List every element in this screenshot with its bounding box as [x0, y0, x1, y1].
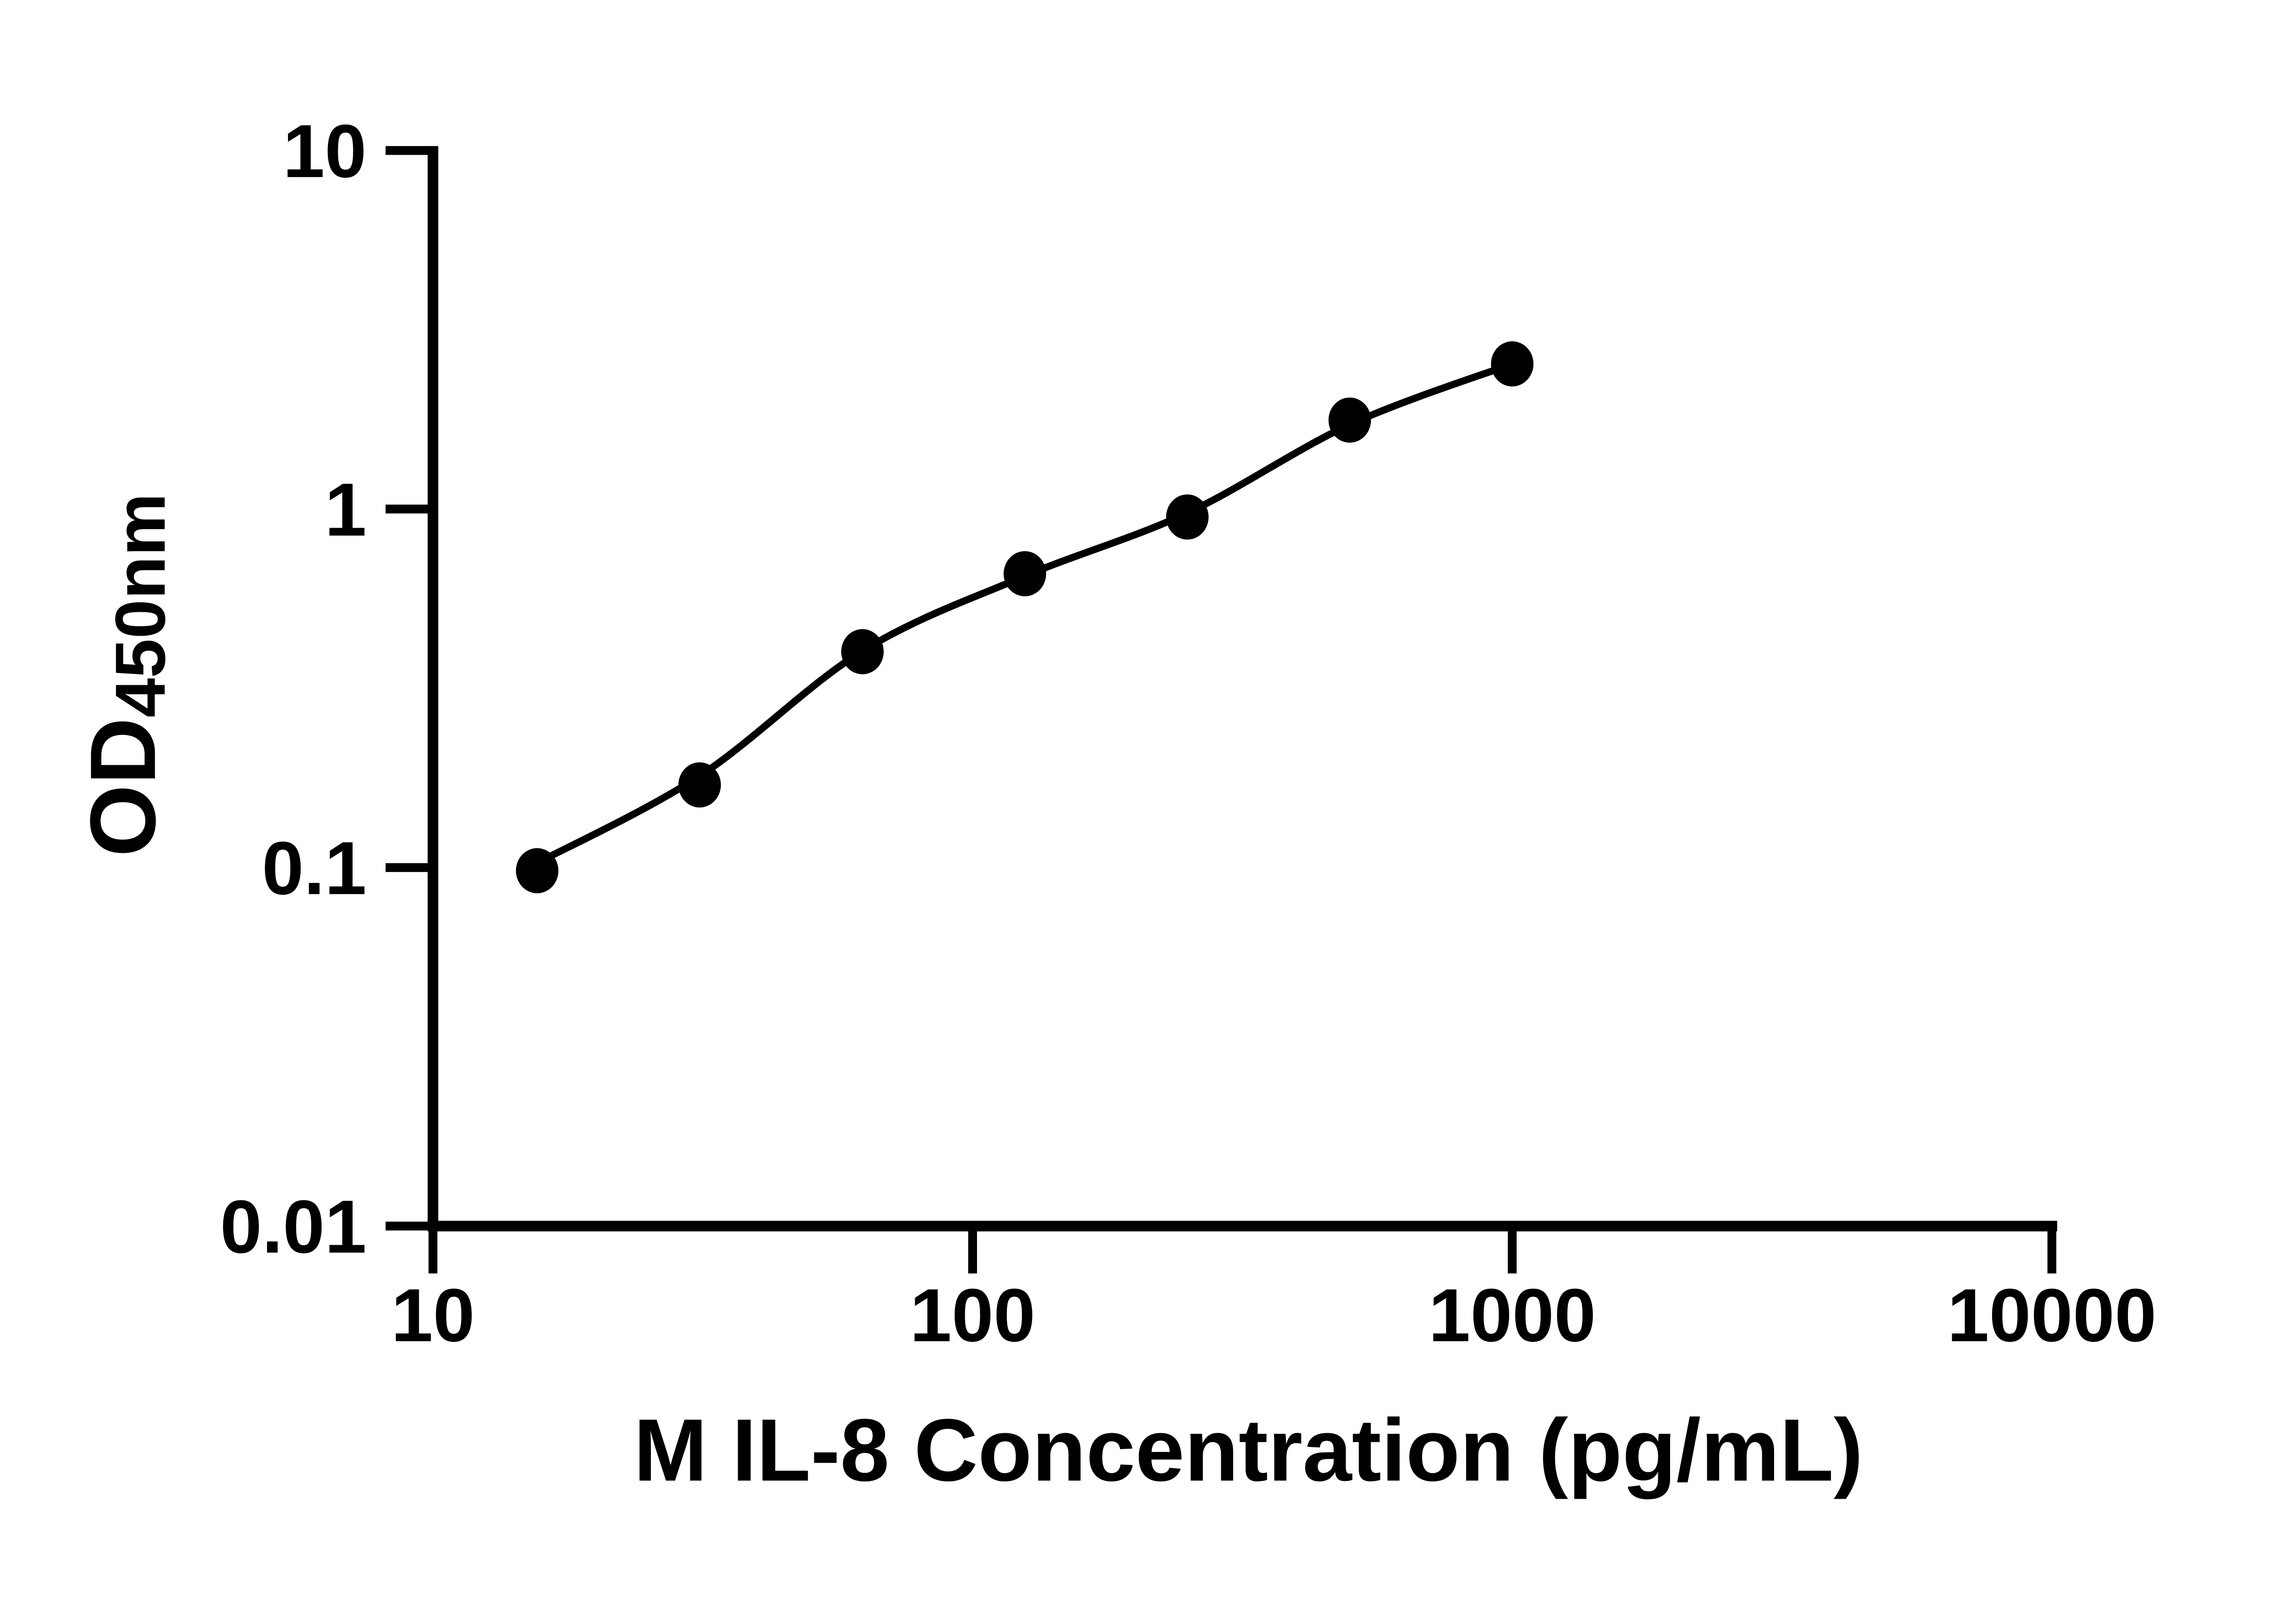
y-tick-label: 0.1 [262, 827, 367, 911]
data-point-marker [1003, 551, 1046, 597]
data-point-marker [841, 629, 884, 674]
y-tick-label: 0.01 [220, 1185, 367, 1269]
y-axis-title-subscript: 450nm [101, 493, 180, 718]
elisa-standard-curve-figure: 10 1 0.1 0.01 10 100 1000 10000 M IL-8 Concentr… [71, 109, 2157, 1500]
y-axis-title: OD450nm [71, 493, 180, 857]
data-point-marker [516, 848, 559, 893]
tick-labels-group: 10 1 0.1 0.01 10 100 1000 10000 [220, 109, 2157, 1357]
ticks-group [385, 146, 2057, 1274]
y-tick-label: 1 [325, 468, 367, 552]
data-point-marker [1328, 397, 1371, 443]
x-tick-label: 100 [910, 1273, 1035, 1357]
y-tick-label: 10 [283, 109, 367, 193]
y-axis-title-main: OD [71, 718, 175, 857]
axes-group [427, 146, 2058, 1232]
x-tick-label: 10 [391, 1273, 475, 1357]
data-point-marker [1166, 494, 1209, 540]
data-points-group [516, 341, 1534, 893]
x-axis-title: M IL-8 Concentration (pg/mL) [634, 1401, 1863, 1500]
x-tick-label: 1000 [1428, 1273, 1596, 1357]
standard-curve-chart: 10 1 0.1 0.01 10 100 1000 10000 M IL-8 Concentr… [71, 109, 2157, 1500]
data-point-marker [678, 762, 721, 808]
x-tick-label: 10000 [1947, 1273, 2157, 1357]
data-point-marker [1491, 341, 1534, 386]
